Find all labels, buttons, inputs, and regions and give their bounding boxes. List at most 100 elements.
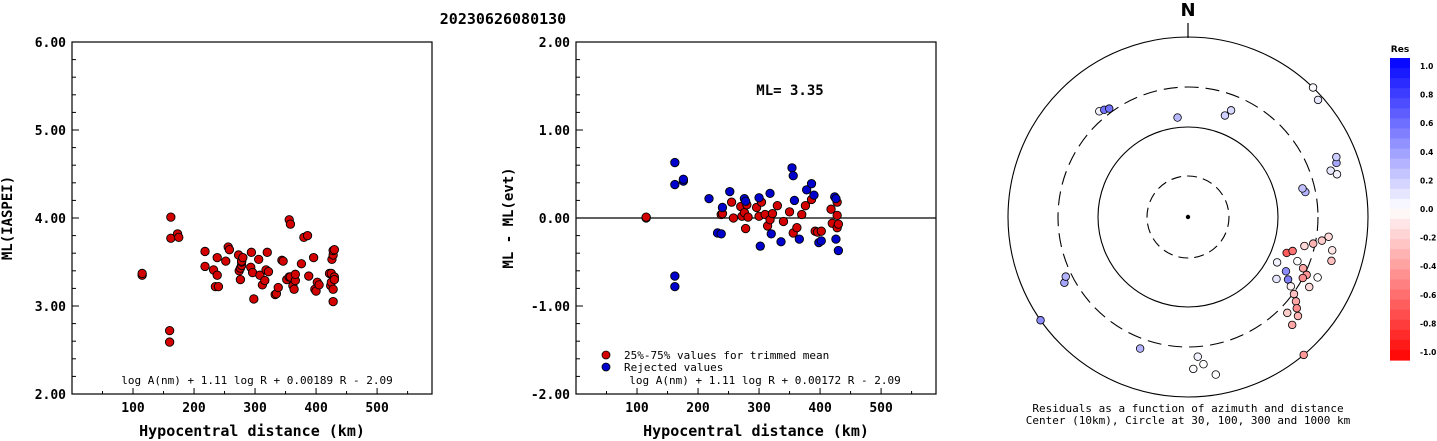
colorbar-swatch bbox=[1390, 78, 1410, 89]
plot-frame bbox=[71, 41, 433, 395]
colorbar-tick-label: 0.6 bbox=[1420, 119, 1433, 128]
colorbar-swatch bbox=[1390, 128, 1410, 140]
caption-line-2: Center (10km), Circle at 30, 100, 300 an… bbox=[1026, 414, 1351, 427]
station-residual-marker bbox=[1287, 320, 1297, 330]
range-circle-30km bbox=[1146, 175, 1230, 259]
station-residual-marker bbox=[1135, 344, 1145, 353]
data-points bbox=[641, 157, 844, 292]
data-point bbox=[826, 204, 836, 214]
station-residual-marker bbox=[1305, 282, 1314, 292]
legend-marker-trimmed bbox=[601, 350, 611, 360]
colorbar: Res 1.0 0.8 0.6 0.4 0.2 0.0 -0.2 -0.4 -0.6 -0.8 -1… bbox=[1390, 45, 1436, 361]
colorbar-swatch bbox=[1390, 249, 1410, 260]
colorbar-swatch bbox=[1390, 108, 1410, 119]
colorbar-swatch bbox=[1390, 229, 1410, 240]
data-point bbox=[670, 271, 680, 281]
data-point bbox=[254, 254, 264, 265]
colorbar-swatch bbox=[1390, 158, 1410, 170]
station-residual-marker bbox=[1332, 170, 1342, 179]
data-point bbox=[792, 223, 802, 233]
data-point bbox=[776, 237, 786, 247]
data-point bbox=[704, 193, 714, 204]
colorbar-swatch bbox=[1390, 178, 1410, 190]
station-residual-marker bbox=[1272, 258, 1282, 267]
data-point bbox=[678, 174, 689, 184]
legend-marker-rejected bbox=[601, 362, 611, 372]
data-point bbox=[833, 245, 844, 256]
station-residual-marker bbox=[1298, 264, 1308, 273]
x-axis-label: Hypocentral distance (km) bbox=[139, 422, 365, 440]
station-residual-marker bbox=[1189, 364, 1198, 374]
legend-label-trimmed: 25%-75% values for trimmed mean bbox=[624, 349, 829, 362]
data-point bbox=[262, 247, 272, 257]
station-residual-marker bbox=[1283, 308, 1292, 318]
colorbar-swatch bbox=[1390, 118, 1410, 130]
station-residual-marker bbox=[1292, 304, 1301, 313]
data-point bbox=[200, 261, 210, 272]
colorbar-swatch bbox=[1390, 138, 1410, 150]
colorbar-swatch bbox=[1390, 209, 1410, 220]
station-residual-marker bbox=[1300, 241, 1309, 251]
station-residual-marker bbox=[1173, 113, 1182, 122]
colorbar-tick-label: -1.0 bbox=[1420, 348, 1436, 357]
station-residual-marker bbox=[1061, 272, 1070, 281]
colorbar-swatch bbox=[1390, 339, 1410, 351]
colorbar-swatch bbox=[1390, 259, 1410, 270]
data-point bbox=[670, 281, 680, 292]
x-tick-label: 300 bbox=[747, 401, 771, 416]
panel-ml-residual: 100 200 300 400 500 -2.00 -1.00 0.00 1.00 2.00 ML… bbox=[501, 36, 937, 440]
data-point bbox=[263, 267, 274, 277]
data-point bbox=[329, 245, 340, 255]
colorbar-tick-label: 0.2 bbox=[1420, 176, 1433, 185]
colorbar-swatch bbox=[1390, 98, 1410, 109]
data-point bbox=[772, 201, 783, 211]
data-point bbox=[278, 256, 288, 266]
colorbar-swatch bbox=[1390, 68, 1410, 79]
data-point bbox=[328, 284, 338, 294]
station-residual-marker bbox=[1199, 359, 1208, 369]
y-tick-label: 3.00 bbox=[35, 300, 66, 315]
x-tick-label: 200 bbox=[182, 401, 206, 416]
station-residual-marker bbox=[1324, 232, 1333, 241]
colorbar-labels: 1.0 0.8 0.6 0.4 0.2 0.0 -0.2 -0.4 -0.6 -0.8 -1.0 bbox=[1420, 62, 1436, 357]
y-tick-label: 2.00 bbox=[539, 36, 570, 51]
data-point bbox=[831, 234, 841, 244]
colorbar-swatch bbox=[1390, 299, 1410, 311]
colorbar-swatch bbox=[1390, 309, 1410, 321]
station-residual-marker bbox=[1272, 274, 1281, 284]
data-point bbox=[308, 252, 319, 263]
data-point bbox=[816, 226, 826, 236]
station-residual-marker bbox=[1309, 239, 1318, 248]
station-residuals bbox=[1036, 83, 1342, 379]
formula-text: log A(nm) + 1.11 log R + 0.00189 R - 2.0… bbox=[121, 374, 393, 387]
station-residual-marker bbox=[1313, 95, 1323, 105]
data-point bbox=[726, 197, 737, 207]
data-point bbox=[833, 219, 844, 229]
y-tick-label: 0.00 bbox=[539, 212, 570, 227]
data-point bbox=[670, 179, 680, 190]
data-point bbox=[285, 219, 296, 229]
colorbar-swatch bbox=[1390, 329, 1410, 341]
x-tick-label: 200 bbox=[686, 401, 710, 416]
data-point bbox=[212, 252, 222, 263]
data-point bbox=[831, 193, 841, 204]
station-residual-marker bbox=[1298, 273, 1307, 283]
colorbar-tick-label: 0.4 bbox=[1420, 148, 1433, 157]
data-point bbox=[832, 210, 842, 221]
data-point bbox=[766, 229, 776, 239]
data-point bbox=[670, 157, 680, 168]
y-tick-label: -1.00 bbox=[531, 300, 570, 315]
station-residual-marker bbox=[1313, 273, 1322, 282]
legend-label-rejected: Rejected values bbox=[624, 361, 723, 374]
colorbar-swatches bbox=[1390, 58, 1410, 361]
x-tick-label: 500 bbox=[869, 401, 893, 416]
station-residual-marker bbox=[1226, 106, 1236, 115]
colorbar-swatch bbox=[1390, 319, 1410, 331]
colorbar-swatch bbox=[1390, 168, 1410, 180]
colorbar-tick-label: 0.0 bbox=[1420, 205, 1433, 214]
data-point bbox=[328, 296, 338, 307]
data-point bbox=[743, 212, 753, 222]
data-point bbox=[289, 284, 299, 294]
y-tick-label: 1.00 bbox=[539, 124, 570, 139]
